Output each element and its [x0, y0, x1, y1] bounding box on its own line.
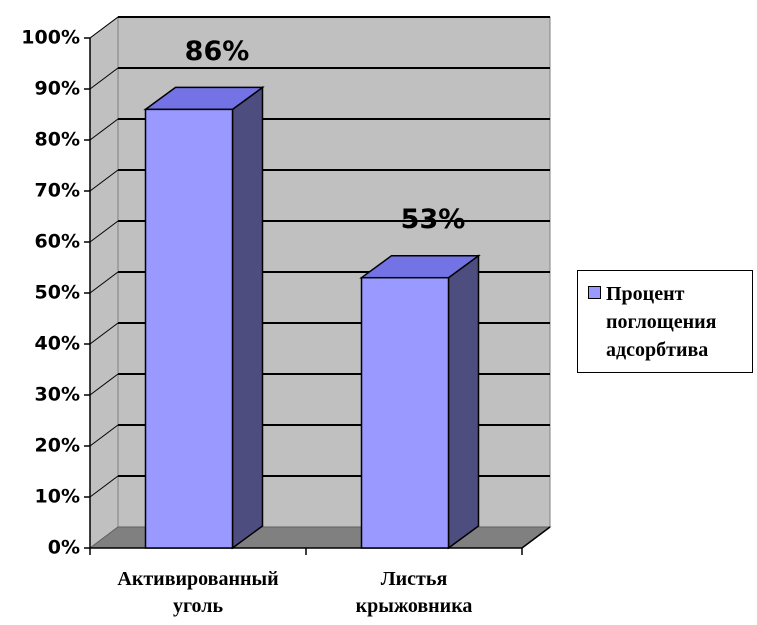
x-axis-depth	[521, 526, 551, 549]
y-tick-label: 50%	[35, 282, 80, 304]
grid-line	[89, 220, 119, 243]
y-tick-label: 80%	[35, 129, 80, 151]
y-tick-label: 70%	[35, 180, 80, 202]
grid-line	[89, 424, 119, 447]
value-label: 53%	[401, 204, 466, 235]
grid-line	[89, 373, 119, 396]
y-tick-label: 100%	[21, 27, 80, 49]
grid-line	[89, 475, 119, 498]
bar	[143, 85, 265, 550]
bar-side	[231, 85, 264, 550]
y-tick-label: 10%	[35, 486, 80, 508]
grid-line	[89, 169, 119, 192]
y-tick-label: 20%	[35, 435, 80, 457]
x-tick-label: Активированный уголь	[117, 568, 279, 617]
grid-line	[89, 118, 119, 141]
grid-line	[89, 322, 119, 345]
y-tick-label: 40%	[35, 333, 80, 355]
legend-label: Процент поглощения адсорбтива	[606, 283, 717, 361]
grid-line	[89, 16, 119, 39]
x-tick-label: Листья крыжовника	[355, 568, 473, 617]
bar	[359, 254, 481, 550]
legend-swatch	[588, 286, 601, 299]
grid-line	[89, 271, 119, 294]
bar-front	[144, 108, 234, 549]
bar-front	[360, 276, 450, 549]
grid-line	[89, 67, 119, 90]
y-tick-label: 0%	[48, 537, 80, 559]
value-label: 86%	[185, 36, 250, 67]
legend: Процент поглощения адсорбтива	[577, 270, 753, 373]
y-tick-label: 60%	[35, 231, 80, 253]
bar-side	[447, 254, 480, 550]
y-tick-label: 90%	[35, 78, 80, 100]
y-tick-label: 30%	[35, 384, 80, 406]
